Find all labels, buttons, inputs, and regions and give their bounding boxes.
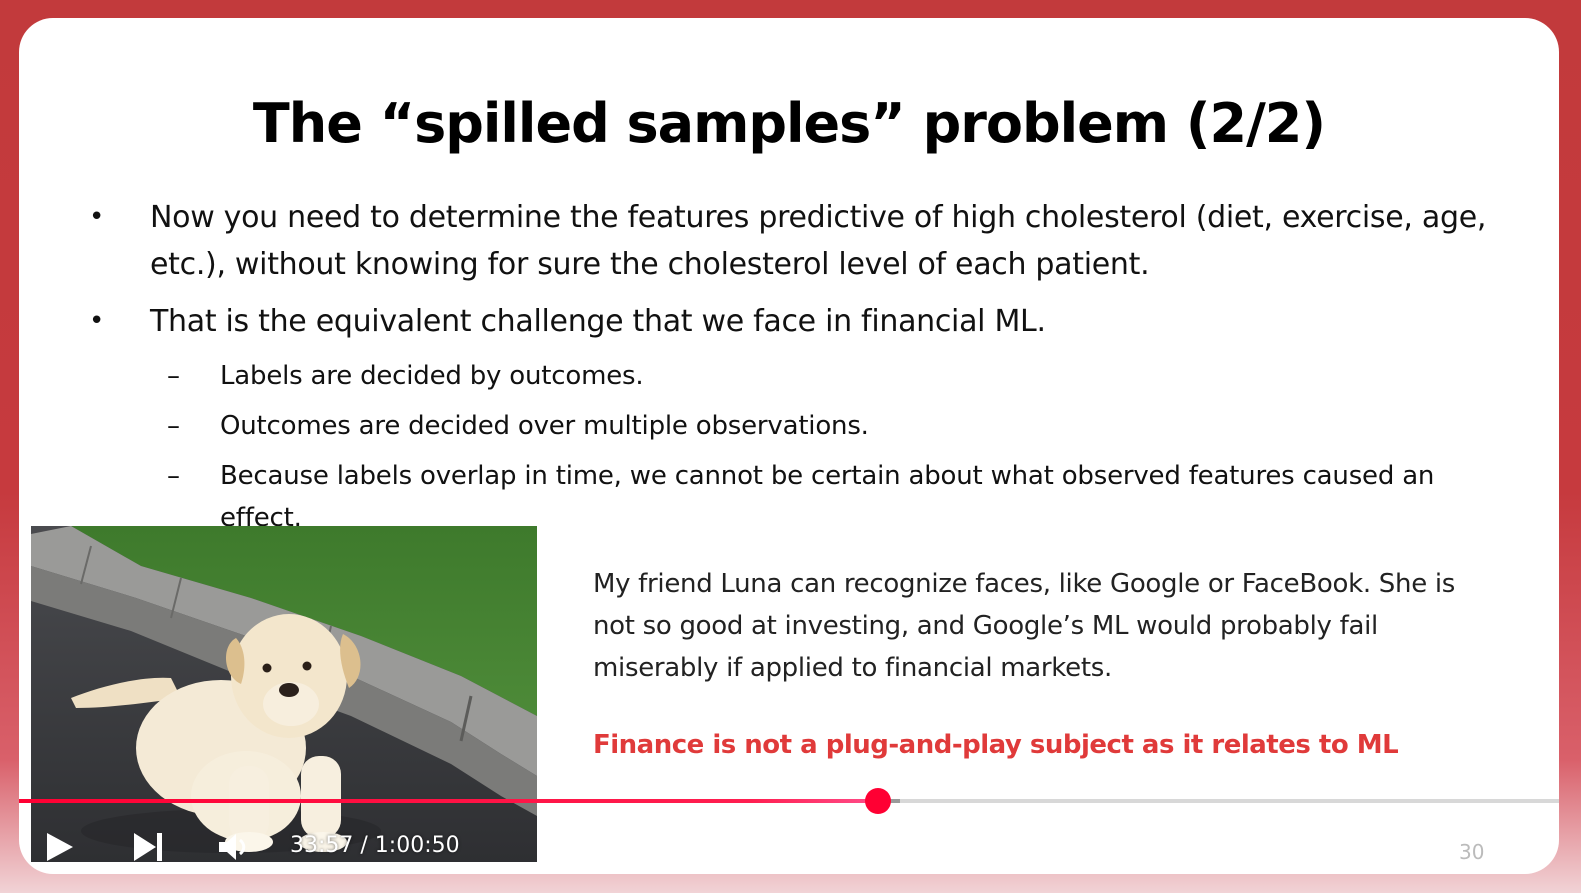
puppy-photo bbox=[31, 526, 537, 862]
time-display: 33:57 / 1:00:50 bbox=[290, 833, 460, 858]
bullet-marker: • bbox=[89, 202, 105, 232]
bullet-marker: • bbox=[89, 306, 105, 336]
video-player[interactable]: The “spilled samples” problem (2/2) • No… bbox=[19, 18, 1559, 874]
next-icon bbox=[134, 833, 162, 861]
sub-bullet-item: – Labels are decided by outcomes. bbox=[83, 355, 1523, 397]
slide-title: The “spilled samples” problem (2/2) bbox=[252, 92, 1326, 155]
bullet-text: Now you need to determine the features p… bbox=[150, 200, 1487, 282]
play-button[interactable] bbox=[45, 831, 75, 867]
side-text: My friend Luna can recognize faces, like… bbox=[593, 569, 1456, 683]
bullet-list: • Now you need to determine the features… bbox=[83, 194, 1523, 547]
dash-marker: – bbox=[167, 361, 180, 391]
next-button[interactable] bbox=[132, 831, 164, 867]
dash-marker: – bbox=[167, 411, 180, 441]
bullet-item: • Now you need to determine the features… bbox=[83, 194, 1523, 288]
sub-bullet-item: – Because labels overlap in time, we can… bbox=[83, 455, 1523, 539]
volume-button[interactable] bbox=[217, 831, 251, 867]
slide-number: 30 bbox=[1459, 840, 1485, 864]
sub-bullet-item: – Outcomes are decided over multiple obs… bbox=[83, 405, 1523, 447]
scrubber-handle[interactable] bbox=[865, 788, 892, 814]
volume-icon bbox=[219, 834, 246, 860]
played-bar bbox=[19, 799, 879, 803]
sub-bullet-text: Because labels overlap in time, we canno… bbox=[220, 461, 1435, 533]
sub-bullet-text: Outcomes are decided over multiple obser… bbox=[220, 411, 869, 441]
bullet-item: • That is the equivalent challenge that … bbox=[83, 298, 1523, 345]
dash-marker: – bbox=[167, 461, 180, 491]
bullet-text: That is the equivalent challenge that we… bbox=[150, 304, 1046, 339]
emphasis-text: Finance is not a plug-and-play subject a… bbox=[593, 730, 1399, 760]
sub-bullet-text: Labels are decided by outcomes. bbox=[220, 361, 644, 391]
play-icon bbox=[47, 833, 73, 861]
